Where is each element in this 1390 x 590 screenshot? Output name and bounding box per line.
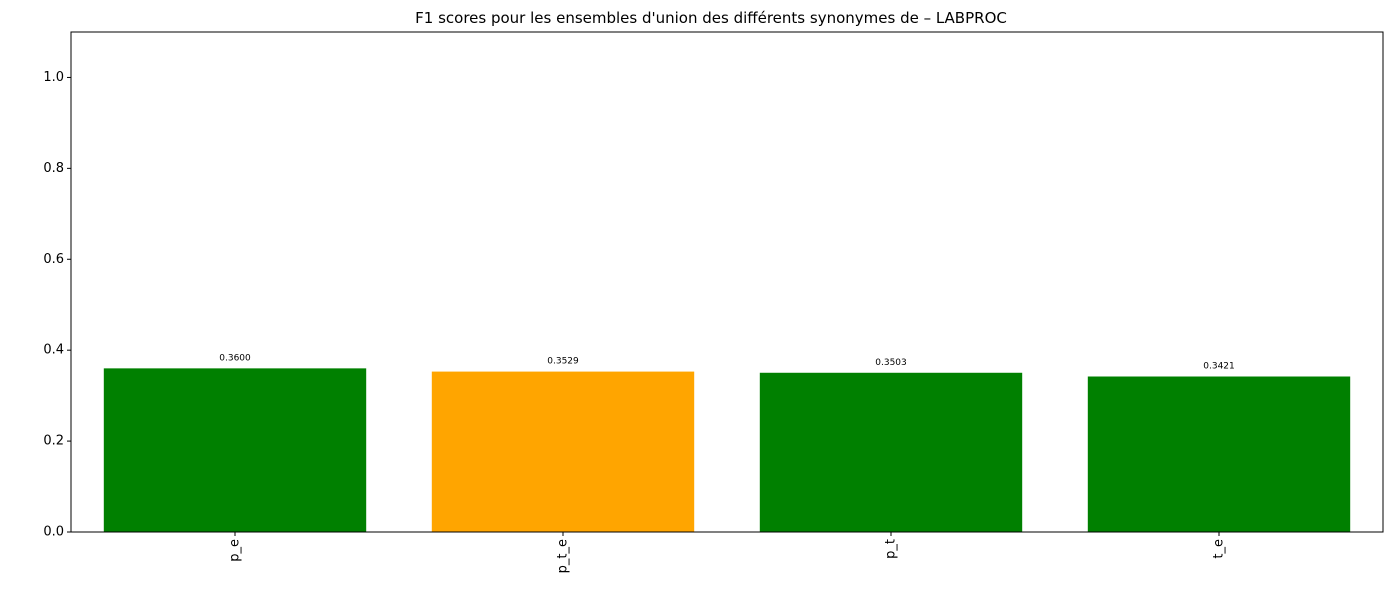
y-tick-label: 0.0 [43,525,64,540]
bar-t_e [1087,376,1351,532]
plot-frame [70,31,1384,533]
bar-p_e [103,368,367,532]
y-tick-label: 0.8 [43,161,64,176]
data-label-p_t_e: 0.3529 [547,357,579,367]
x-tick-label-t_e: t_e [1212,539,1227,559]
plot-area: 0.3600 p_e 0.3529 p_t_e 0.3503 p_t 0.3421 t_e 0.… [43,31,1384,573]
chart-title: F1 scores pour les ensembles d'union des… [415,9,1007,27]
x-tick-label-p_e: p_e [228,539,243,562]
data-label-p_t: 0.3503 [875,358,907,368]
x-tick-label-p_t: p_t [884,539,899,559]
bar-p_t [759,372,1023,532]
data-label-t_e: 0.3421 [1203,362,1235,372]
y-tick-label: 0.2 [43,434,64,449]
y-tick-label: 0.6 [43,252,64,267]
data-label-p_e: 0.3600 [219,353,251,363]
bar-p_t_e [431,371,695,532]
y-tick-label: 1.0 [43,70,64,85]
x-tick-label-p_t_e: p_t_e [556,539,571,573]
y-tick-label: 0.4 [43,343,64,358]
